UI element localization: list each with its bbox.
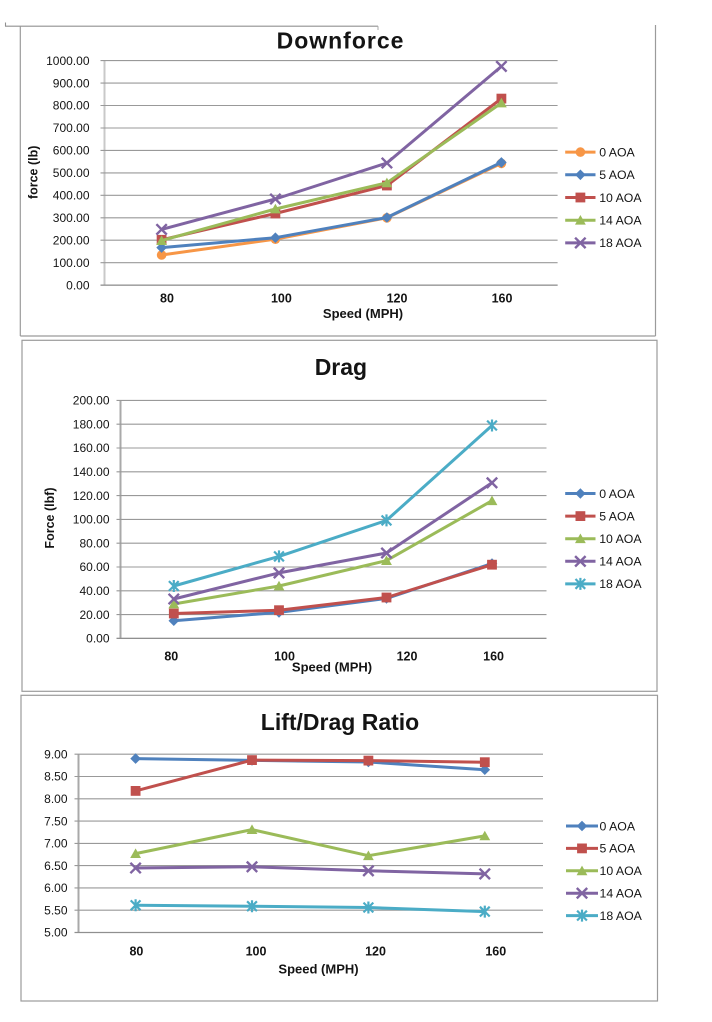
svg-text:5.50: 5.50 [44, 903, 68, 917]
svg-text:600.00: 600.00 [53, 144, 90, 158]
svg-text:700.00: 700.00 [53, 121, 90, 135]
svg-text:0.00: 0.00 [66, 278, 90, 292]
svg-text:80.00: 80.00 [79, 536, 109, 550]
svg-text:7.00: 7.00 [44, 837, 68, 851]
svg-text:10 AOA: 10 AOA [599, 532, 642, 546]
svg-text:140.00: 140.00 [73, 465, 110, 479]
svg-text:18 AOA: 18 AOA [599, 236, 642, 250]
svg-text:14 AOA: 14 AOA [600, 887, 643, 901]
svg-text:18 AOA: 18 AOA [600, 909, 643, 923]
svg-text:Speed (MPH): Speed (MPH) [292, 660, 372, 675]
svg-text:Drag: Drag [315, 354, 367, 380]
svg-text:7.50: 7.50 [44, 814, 68, 828]
svg-text:5 AOA: 5 AOA [599, 509, 635, 523]
svg-text:Downforce: Downforce [277, 28, 405, 54]
svg-text:1000.00: 1000.00 [46, 54, 90, 68]
svg-text:120.00: 120.00 [73, 489, 110, 503]
svg-text:80: 80 [164, 649, 178, 663]
svg-text:900.00: 900.00 [53, 76, 90, 90]
svg-text:160: 160 [483, 649, 504, 663]
svg-text:200.00: 200.00 [73, 394, 110, 408]
svg-text:0.00: 0.00 [86, 632, 110, 646]
svg-text:100: 100 [246, 944, 267, 958]
svg-text:Lift/Drag Ratio: Lift/Drag Ratio [261, 709, 419, 735]
svg-text:0 AOA: 0 AOA [599, 145, 635, 159]
svg-text:60.00: 60.00 [79, 560, 109, 574]
svg-text:300.00: 300.00 [53, 211, 90, 225]
svg-text:Speed (MPH): Speed (MPH) [278, 962, 358, 977]
svg-text:160.00: 160.00 [73, 441, 110, 455]
svg-text:10 AOA: 10 AOA [599, 191, 642, 205]
svg-text:14 AOA: 14 AOA [599, 214, 642, 228]
svg-text:200.00: 200.00 [53, 233, 90, 247]
svg-text:100: 100 [274, 649, 295, 663]
svg-text:8.00: 8.00 [44, 792, 68, 806]
svg-text:120: 120 [365, 944, 386, 958]
svg-text:5 AOA: 5 AOA [600, 842, 636, 856]
svg-text:100.00: 100.00 [53, 256, 90, 270]
svg-text:8.50: 8.50 [44, 770, 68, 784]
svg-text:0 AOA: 0 AOA [599, 487, 635, 501]
svg-text:6.50: 6.50 [44, 859, 68, 873]
svg-text:18 AOA: 18 AOA [599, 577, 642, 591]
svg-text:14 AOA: 14 AOA [599, 555, 642, 569]
svg-text:10 AOA: 10 AOA [600, 864, 643, 878]
svg-text:9.00: 9.00 [44, 747, 68, 761]
svg-text:100.00: 100.00 [73, 513, 110, 527]
svg-text:Force (lbf): Force (lbf) [43, 487, 57, 548]
svg-text:40.00: 40.00 [79, 584, 109, 598]
svg-text:80: 80 [160, 292, 174, 306]
svg-text:800.00: 800.00 [53, 99, 90, 113]
svg-text:80: 80 [129, 944, 143, 958]
svg-text:180.00: 180.00 [73, 417, 110, 431]
svg-text:20.00: 20.00 [79, 608, 109, 622]
svg-text:5.00: 5.00 [44, 926, 68, 940]
svg-text:500.00: 500.00 [53, 166, 90, 180]
svg-text:400.00: 400.00 [53, 189, 90, 203]
svg-text:120: 120 [397, 649, 418, 663]
svg-text:120: 120 [387, 292, 408, 306]
svg-text:0 AOA: 0 AOA [600, 819, 636, 833]
svg-text:Speed (MPH): Speed (MPH) [323, 306, 403, 321]
svg-text:160: 160 [492, 292, 513, 306]
svg-text:100: 100 [271, 292, 292, 306]
svg-text:force (lb): force (lb) [26, 146, 40, 199]
svg-text:160: 160 [485, 944, 506, 958]
svg-text:6.00: 6.00 [44, 881, 68, 895]
svg-text:5 AOA: 5 AOA [599, 168, 635, 182]
